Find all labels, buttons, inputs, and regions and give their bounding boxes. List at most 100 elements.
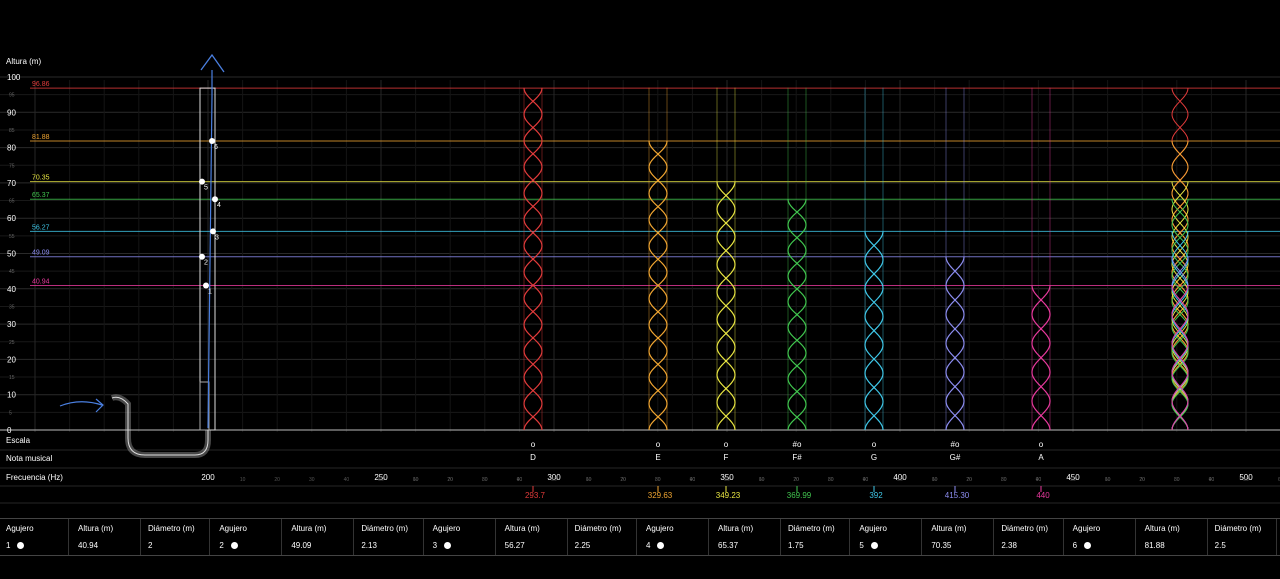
table-header-diameter: Diámetro (m) bbox=[1001, 524, 1048, 533]
table-header-diameter: Diámetro (m) bbox=[574, 524, 622, 533]
note-name: G# bbox=[950, 453, 961, 462]
hole-dot-icon bbox=[657, 542, 665, 549]
x-minor-tick-label: 70 bbox=[793, 477, 799, 483]
y-tick-label: 30 bbox=[7, 320, 16, 329]
wave-G# bbox=[945, 256, 965, 431]
table-divider bbox=[1276, 519, 1277, 555]
tube-hole-number: 2 bbox=[204, 260, 208, 267]
x-minor-tick-label: 90 bbox=[863, 477, 869, 483]
y-minor-tick-label: 75 bbox=[9, 163, 15, 169]
x-minor-tick-label: 50 bbox=[724, 477, 730, 483]
table-cell-height: 81.88 bbox=[1144, 541, 1165, 550]
table-cell-height: 56.27 bbox=[504, 541, 525, 550]
table-header-height: Altura (m) bbox=[291, 524, 327, 533]
x-minor-tick-label: 30 bbox=[1001, 477, 1007, 483]
x-minor-tick-label: 90 bbox=[1209, 477, 1215, 483]
x-tick-label: 400 bbox=[893, 473, 907, 482]
tube-hole-dot bbox=[203, 282, 209, 289]
x-minor-tick-label: 60 bbox=[1105, 477, 1111, 483]
x-minor-tick-label: 60 bbox=[586, 477, 592, 483]
y-minor-tick-label: 35 bbox=[9, 304, 15, 310]
scale-symbol: o bbox=[531, 440, 536, 449]
table-cell-diameter: 1.75 bbox=[788, 541, 804, 550]
x-minor-tick-label: 70 bbox=[447, 477, 453, 483]
x-minor-tick-label: 30 bbox=[655, 477, 661, 483]
tube-hole-dot bbox=[210, 228, 216, 235]
y-tick-label: 40 bbox=[7, 285, 16, 294]
nota-row-label: Nota musical bbox=[6, 454, 52, 463]
table-header-height: Altura (m) bbox=[504, 524, 540, 533]
table-divider bbox=[921, 519, 923, 555]
note-frequency: 369.99 bbox=[787, 491, 812, 500]
y-axis-label: Altura (m) bbox=[6, 57, 41, 66]
y-minor-tick-label: 45 bbox=[9, 269, 15, 275]
table-header-hole: Agujero bbox=[859, 524, 887, 533]
x-minor-tick-label: 30 bbox=[482, 477, 488, 483]
table-divider bbox=[1206, 519, 1208, 555]
table-cell-hole: 3 bbox=[433, 541, 452, 550]
airflow-in-arrow bbox=[59, 398, 104, 413]
x-tick-label: 350 bbox=[720, 473, 734, 482]
x-minor-tick-label: 80 bbox=[828, 477, 834, 483]
combined-wave bbox=[1171, 199, 1189, 431]
arrow-head-icon bbox=[200, 53, 225, 73]
table-cell-hole: 4 bbox=[646, 541, 665, 550]
scale-symbol: o bbox=[724, 440, 729, 449]
x-tick-label: 300 bbox=[547, 473, 561, 482]
note-frequency: 392 bbox=[869, 491, 883, 500]
table-header-diameter: Diámetro (m) bbox=[148, 524, 195, 533]
table-divider bbox=[708, 519, 709, 555]
table-cell-diameter: 2.38 bbox=[1001, 541, 1017, 550]
level-label: 56.27 bbox=[32, 224, 50, 231]
table-divider bbox=[422, 519, 424, 555]
x-minor-tick-label: 70 bbox=[966, 477, 972, 483]
table-cell-hole: 1 bbox=[6, 541, 25, 550]
table-cell-height: 49.09 bbox=[291, 541, 312, 550]
x-minor-tick-label: 10 bbox=[759, 477, 765, 483]
note-name: E bbox=[655, 453, 660, 462]
x-minor-tick-label: 20 bbox=[447, 477, 453, 483]
airflow-up-arrow bbox=[207, 70, 213, 429]
standing-waves bbox=[523, 87, 1189, 431]
table-divider bbox=[353, 519, 355, 555]
y-tick-label: 80 bbox=[7, 144, 16, 153]
x-minor-tick-label: 80 bbox=[482, 477, 488, 483]
x-minor-tick-label: 40 bbox=[690, 477, 696, 483]
table-divider bbox=[494, 519, 496, 555]
table-header-height: Altura (m) bbox=[78, 524, 114, 533]
tube-hole-number: 1 bbox=[208, 288, 212, 295]
x-minor-tick-label: 60 bbox=[759, 477, 765, 483]
tube-inner-lower bbox=[199, 381, 210, 431]
y-tick-label: 100 bbox=[7, 73, 21, 82]
x-minor-tick-label: 20 bbox=[793, 477, 799, 483]
table-cell-hole: 5 bbox=[859, 541, 878, 550]
x-minor-tick-label: 30 bbox=[309, 477, 315, 483]
x-minor-tick-label: 30 bbox=[828, 477, 834, 483]
table-divider bbox=[993, 519, 995, 555]
y-tick-label: 10 bbox=[7, 391, 16, 400]
x-minor-tick-label: 20 bbox=[274, 477, 280, 483]
note-name: F bbox=[724, 453, 729, 462]
y-tick-label: 50 bbox=[7, 250, 16, 259]
x-minor-tick-label: 90 bbox=[517, 477, 523, 483]
combined-wave bbox=[1171, 285, 1189, 431]
table-header-height: Altura (m) bbox=[931, 524, 967, 533]
bottom-rows: oD293.7oE329.63oF349.23#oF#369.99oG392#o… bbox=[201, 440, 1280, 500]
table-cell-height: 70.35 bbox=[931, 541, 952, 550]
table-cell-hole: 6 bbox=[1073, 541, 1092, 550]
wave-F#-mirror bbox=[787, 199, 807, 431]
scale-symbol: o bbox=[872, 440, 877, 449]
x-minor-tick-label: 50 bbox=[1243, 477, 1249, 483]
level-label: 40.94 bbox=[32, 278, 50, 285]
y-tick-label: 70 bbox=[7, 179, 16, 188]
note-frequency: 349.23 bbox=[716, 491, 741, 500]
x-minor-tick-label: 80 bbox=[1174, 477, 1180, 483]
flute-tube: 1 2 3 4 5 6 bbox=[59, 53, 225, 458]
table-header-height: Altura (m) bbox=[1144, 524, 1180, 533]
note-frequency: 293.7 bbox=[525, 491, 546, 500]
x-minor-tick-label: 50 bbox=[1070, 477, 1076, 483]
note-name: D bbox=[530, 453, 536, 462]
note-name: A bbox=[1038, 453, 1044, 462]
y-tick-label: 90 bbox=[7, 108, 16, 117]
x-minor-tick-label: 80 bbox=[1001, 477, 1007, 483]
